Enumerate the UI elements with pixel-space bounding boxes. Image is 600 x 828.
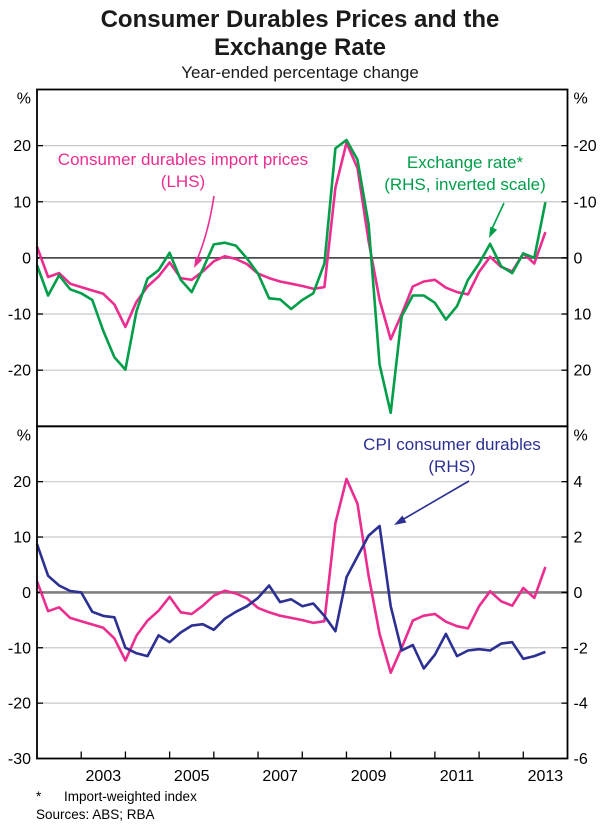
right-axis-unit: % bbox=[574, 427, 588, 444]
left-axis-tick-label: 0 bbox=[22, 250, 31, 267]
legend-import-prices-line2: (LHS) bbox=[160, 172, 206, 191]
right-axis-tick-label: 0 bbox=[574, 585, 583, 602]
left-axis-tick-label: -30 bbox=[8, 751, 31, 768]
import-prices-bottom-line bbox=[35, 477, 547, 675]
left-axis-tick-label: -10 bbox=[8, 640, 31, 657]
cpi-arrow-head bbox=[394, 515, 407, 525]
legend-cpi-line2: (RHS) bbox=[428, 457, 476, 476]
left-axis-tick-label: 0 bbox=[22, 585, 31, 602]
legend-exchange-rate-line2: (RHS, inverted scale) bbox=[384, 175, 546, 194]
right-axis-unit: % bbox=[574, 91, 588, 108]
right-axis-tick-label: -4 bbox=[574, 696, 588, 713]
left-axis-unit: % bbox=[17, 427, 31, 444]
import-prices-arrow-line bbox=[195, 195, 215, 263]
right-axis-tick-label: 10 bbox=[574, 307, 592, 324]
chart-title: Consumer Durables Prices and the Exchang… bbox=[100, 6, 500, 61]
exchange-rate-legend-arrow bbox=[489, 202, 505, 238]
footnote: * Import-weighted index bbox=[36, 789, 197, 804]
right-axis-tick-label: -2 bbox=[574, 640, 588, 657]
right-axis-tick-label: -10 bbox=[574, 194, 597, 211]
import-prices-top-line bbox=[35, 141, 547, 341]
left-axis-unit: % bbox=[17, 91, 31, 108]
right-axis-tick-label: 4 bbox=[574, 474, 583, 491]
left-axis-tick-label: 10 bbox=[13, 194, 31, 211]
x-axis-year-label: 2003 bbox=[86, 768, 122, 785]
cpi-arrow-line bbox=[401, 480, 470, 521]
x-axis-year-label: 2007 bbox=[262, 768, 298, 785]
left-axis-tick-label: 10 bbox=[13, 530, 31, 547]
import-prices-arrow-head bbox=[194, 256, 203, 268]
legend-cpi-line1: CPI consumer durables bbox=[363, 435, 541, 454]
chart-subtitle: Year-ended percentage change bbox=[181, 63, 419, 82]
x-axis-year-label: 2005 bbox=[174, 768, 210, 785]
bottom-panel-frame bbox=[36, 425, 569, 760]
left-axis-tick-label: -10 bbox=[8, 307, 31, 324]
legend-import-prices: Consumer durables import prices (LHS) bbox=[37, 149, 329, 193]
left-axis-tick-label: -20 bbox=[8, 696, 31, 713]
right-axis-tick-label: -6 bbox=[574, 751, 588, 768]
footnote-text: Import-weighted index bbox=[64, 789, 197, 804]
sources-line: Sources: ABS; RBA bbox=[36, 807, 155, 822]
left-axis-tick-label: -20 bbox=[8, 363, 31, 380]
legend-exchange-rate-line1: Exchange rate* bbox=[406, 153, 524, 172]
import-prices-legend-arrow bbox=[194, 195, 215, 268]
legend-import-prices-line1: Consumer durables import prices bbox=[57, 150, 309, 169]
right-axis-tick-label: 2 bbox=[574, 530, 583, 547]
legend-cpi: CPI consumer durables (RHS) bbox=[341, 434, 563, 478]
footnote-marker: * bbox=[36, 789, 42, 804]
left-axis-tick-label: 20 bbox=[13, 138, 31, 155]
legend-exchange-rate: Exchange rate* (RHS, inverted scale) bbox=[364, 152, 566, 196]
cpi-line bbox=[35, 524, 546, 670]
right-axis-tick-label: 20 bbox=[574, 363, 592, 380]
x-axis-year-label: 2009 bbox=[351, 768, 387, 785]
x-axis-year-label: 2011 bbox=[440, 768, 475, 785]
exchange-rate-line bbox=[35, 138, 547, 415]
exchange-rate-arrow-head bbox=[489, 226, 498, 238]
left-axis-tick-label: 20 bbox=[13, 474, 31, 491]
cpi-legend-arrow bbox=[394, 480, 470, 525]
x-axis-year-label: 2013 bbox=[528, 768, 564, 785]
right-axis-tick-label: 0 bbox=[574, 250, 583, 267]
right-axis-tick-label: -20 bbox=[574, 138, 597, 155]
